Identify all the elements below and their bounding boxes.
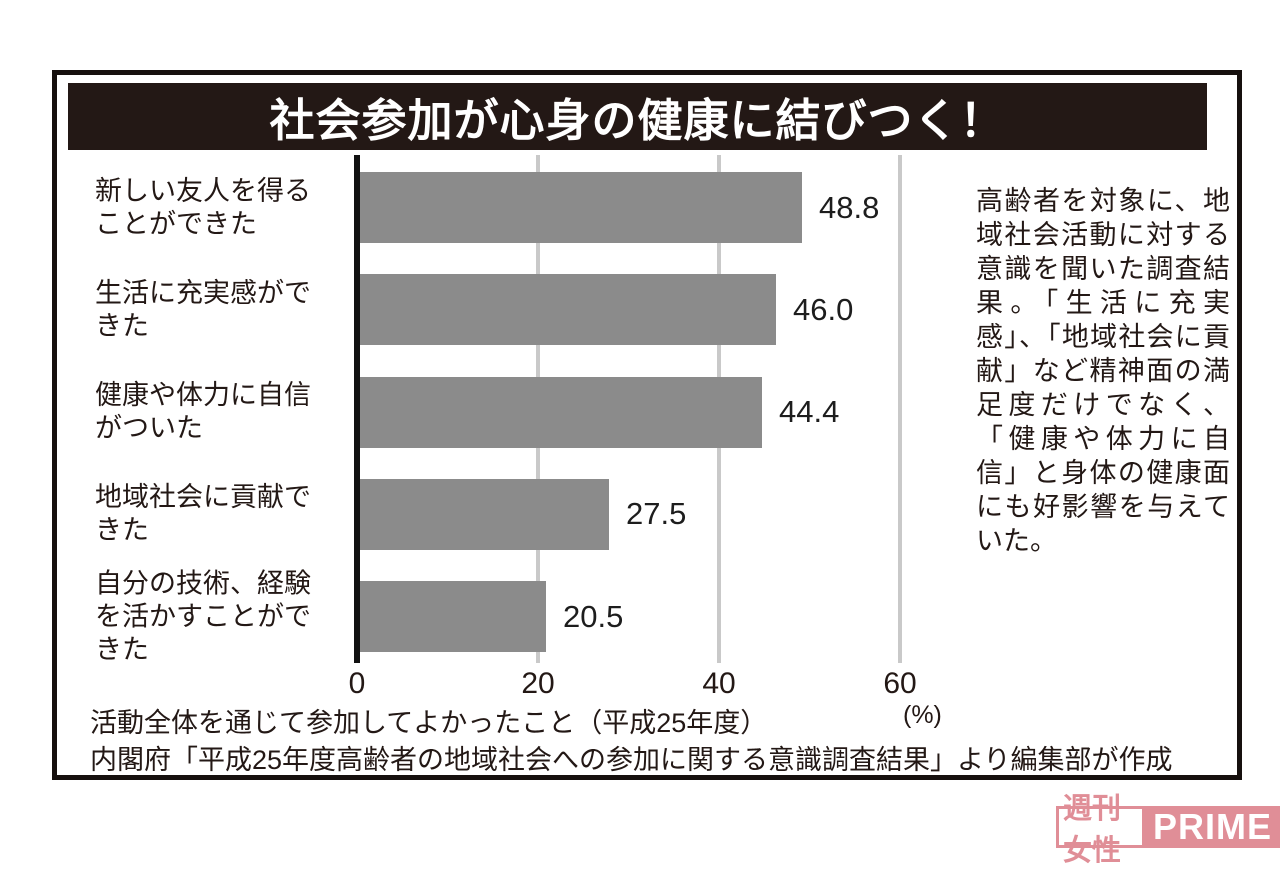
- side-note-line: 域社会活動に対する: [976, 220, 1230, 250]
- side-note-line: 意識を聞いた調査結: [976, 254, 1230, 284]
- logo-jp-text: 週刊女性: [1056, 793, 1145, 867]
- side-note: 高齢者を対象に、地 域社会活動に対する 意識を聞いた調査結 果。「生活に充実 感」、「地…: [976, 184, 1230, 558]
- side-note-line: 果。「生活に充実: [976, 288, 1230, 318]
- side-note-line: 「健康や体力に自: [976, 424, 1230, 454]
- side-note-line: 感」、「地域社会に貢: [976, 322, 1230, 352]
- chart-title-banner: 社会参加が心身の健康に結びつく！: [68, 83, 1207, 150]
- side-note-line: 献」など精神面の満: [976, 356, 1230, 386]
- logo-en-text: PRIME: [1144, 806, 1280, 848]
- side-note-line: いた。: [976, 526, 1057, 556]
- side-note-line: 高齢者を対象に、地: [976, 186, 1230, 216]
- side-note-line: にも好影響を与えて: [976, 492, 1230, 522]
- caption-line1: 活動全体を通じて参加してよかったこと（平成25年度）: [90, 708, 768, 738]
- side-note-line: 信」と身体の健康面: [976, 458, 1230, 488]
- chart-title: 社会参加が心身の健康に結びつく！: [269, 95, 1006, 146]
- caption-source-line: 内閣府「平成25年度高齢者の地域社会への参加に関する意識調査結果」より編集部が作…: [90, 745, 1173, 775]
- side-note-line: 足度だけでなく、: [976, 390, 1230, 420]
- shukan-josei-prime-logo: 週刊女性 PRIME: [1056, 793, 1280, 867]
